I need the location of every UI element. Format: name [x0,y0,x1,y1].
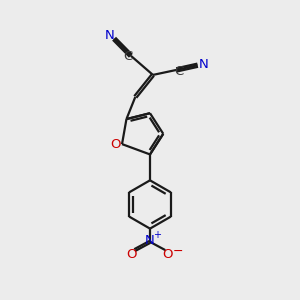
Text: −: − [172,245,183,258]
Text: C: C [174,65,184,78]
Text: +: + [153,230,161,240]
Text: N: N [199,58,208,71]
Text: C: C [123,50,133,63]
Text: O: O [162,248,173,261]
Text: N: N [145,234,155,247]
Text: O: O [110,138,121,151]
Text: N: N [105,29,115,42]
Text: O: O [127,248,137,261]
